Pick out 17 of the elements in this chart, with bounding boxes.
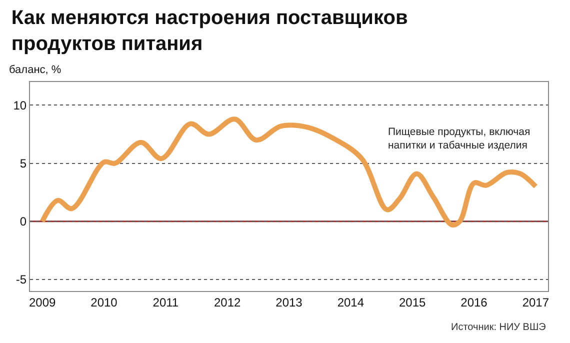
text: Пищевые продукты, включая напитки и табачные изделия <box>388 126 530 152</box>
x-tick-label: 2011 <box>152 295 179 310</box>
x-tick-label: 2009 <box>28 295 56 310</box>
x-tick-label: 2013 <box>276 295 303 310</box>
y-axis-title: баланс, % <box>9 64 62 76</box>
x-tick-label: 2010 <box>90 295 118 310</box>
chart-title: Как меняются настроения поставщиков продуктов питания <box>11 7 408 56</box>
x-tick-label: 2012 <box>214 295 241 310</box>
y-tick-label: 10 <box>13 98 27 112</box>
x-tick-label: 2014 <box>337 295 364 310</box>
y-tick-label: -5 <box>16 272 27 287</box>
x-tick-label: 2015 <box>398 295 426 310</box>
x-tick-label: 2017 <box>522 295 550 310</box>
y-tick-label: 5 <box>20 156 27 170</box>
y-tick-label: 0 <box>20 214 27 229</box>
x-tick-label: 2016 <box>460 295 488 310</box>
text: Источник: НИУ ВШЭ <box>451 322 546 333</box>
